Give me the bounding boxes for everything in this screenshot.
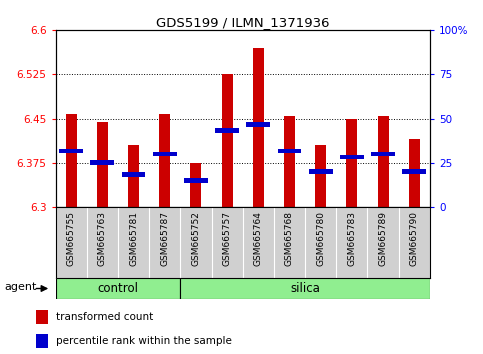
Bar [36,334,48,348]
Text: silica: silica [290,282,320,295]
Text: control: control [98,282,139,295]
Text: GSM665755: GSM665755 [67,211,76,266]
Text: GSM665764: GSM665764 [254,211,263,266]
Bar [402,169,426,174]
Bar [246,122,270,127]
Title: GDS5199 / ILMN_1371936: GDS5199 / ILMN_1371936 [156,16,329,29]
Text: GSM665752: GSM665752 [191,211,200,266]
Bar [309,169,333,174]
Bar [184,178,208,183]
Text: GSM665780: GSM665780 [316,211,325,266]
Bar [409,139,420,207]
Bar [340,155,364,159]
Bar [159,114,170,207]
Bar [59,149,83,153]
Text: GSM665757: GSM665757 [223,211,232,266]
Bar [215,128,239,133]
Bar [153,152,177,156]
Bar [378,116,388,207]
Bar [284,116,295,207]
Text: GSM665768: GSM665768 [285,211,294,266]
Text: GSM665787: GSM665787 [160,211,169,266]
Bar [222,74,233,207]
Text: GSM665790: GSM665790 [410,211,419,266]
Bar [56,278,180,299]
Bar [180,278,430,299]
Text: GSM665789: GSM665789 [379,211,387,266]
Text: GSM665783: GSM665783 [347,211,356,266]
Bar [66,114,77,207]
Bar [122,172,145,177]
Bar [346,119,357,207]
Text: agent: agent [4,282,37,292]
Bar [36,310,48,324]
Text: GSM665763: GSM665763 [98,211,107,266]
Text: GSM665781: GSM665781 [129,211,138,266]
Text: percentile rank within the sample: percentile rank within the sample [56,336,231,346]
Text: transformed count: transformed count [56,312,153,322]
Bar [90,160,114,165]
Bar [315,145,326,207]
Bar [278,149,301,153]
Bar [128,145,139,207]
Bar [371,152,395,156]
Bar [97,121,108,207]
Bar [253,48,264,207]
Bar [190,163,201,207]
